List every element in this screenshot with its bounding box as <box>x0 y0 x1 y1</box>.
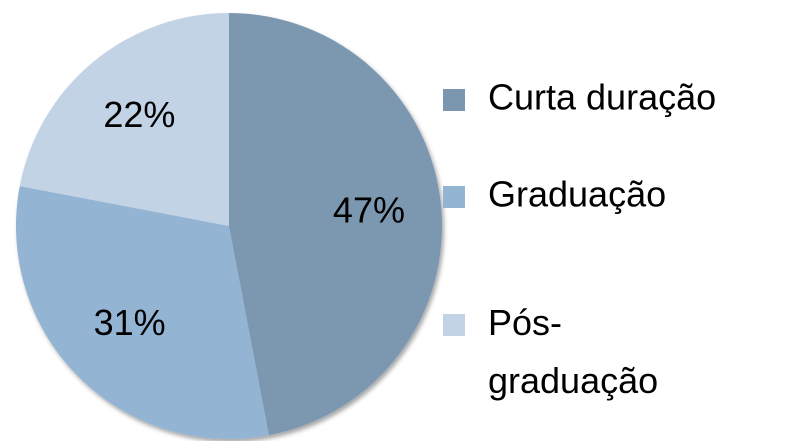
legend-swatch <box>443 186 465 208</box>
pie-slice <box>19 13 230 226</box>
pie-slice <box>229 13 443 436</box>
pie-slice <box>15 186 269 439</box>
data-label: 31% <box>94 302 166 343</box>
pie <box>15 13 443 439</box>
legend-swatch <box>443 314 465 336</box>
legend-label: Curta duração <box>488 77 716 118</box>
data-label: 47% <box>333 189 405 230</box>
legend-swatch <box>443 89 465 111</box>
legend-label: Graduação <box>488 174 666 215</box>
legend-label: Pós-graduação <box>488 302 658 401</box>
data-label: 22% <box>103 94 175 135</box>
